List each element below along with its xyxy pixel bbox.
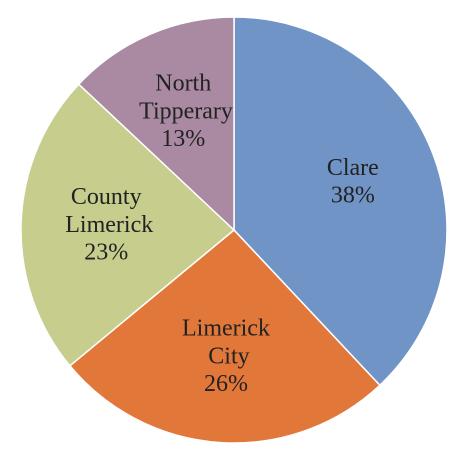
label-line: North (155, 70, 211, 96)
label-line: City (202, 343, 249, 369)
slice-value-label: 13% (161, 126, 205, 152)
label-line: Tipperary (134, 98, 233, 124)
slice-label: County Limerick (59, 183, 153, 237)
pie-slice (68, 228, 381, 444)
label-line: Limerick (59, 211, 153, 237)
label-line: Limerick (182, 315, 270, 341)
label-line: County (71, 183, 142, 209)
pie-slice (20, 83, 236, 367)
slice-label: Clare (327, 154, 379, 180)
pie-slice (77, 16, 235, 232)
label-line: Clare (327, 154, 379, 180)
slice-label: North Tipperary (134, 70, 233, 124)
slice-label: Limerick City (182, 315, 270, 369)
slice-value-label: 26% (204, 371, 248, 397)
slice-value-label: 38% (331, 182, 375, 208)
pie-slice (233, 16, 448, 387)
slice-value-label: 23% (84, 239, 128, 265)
